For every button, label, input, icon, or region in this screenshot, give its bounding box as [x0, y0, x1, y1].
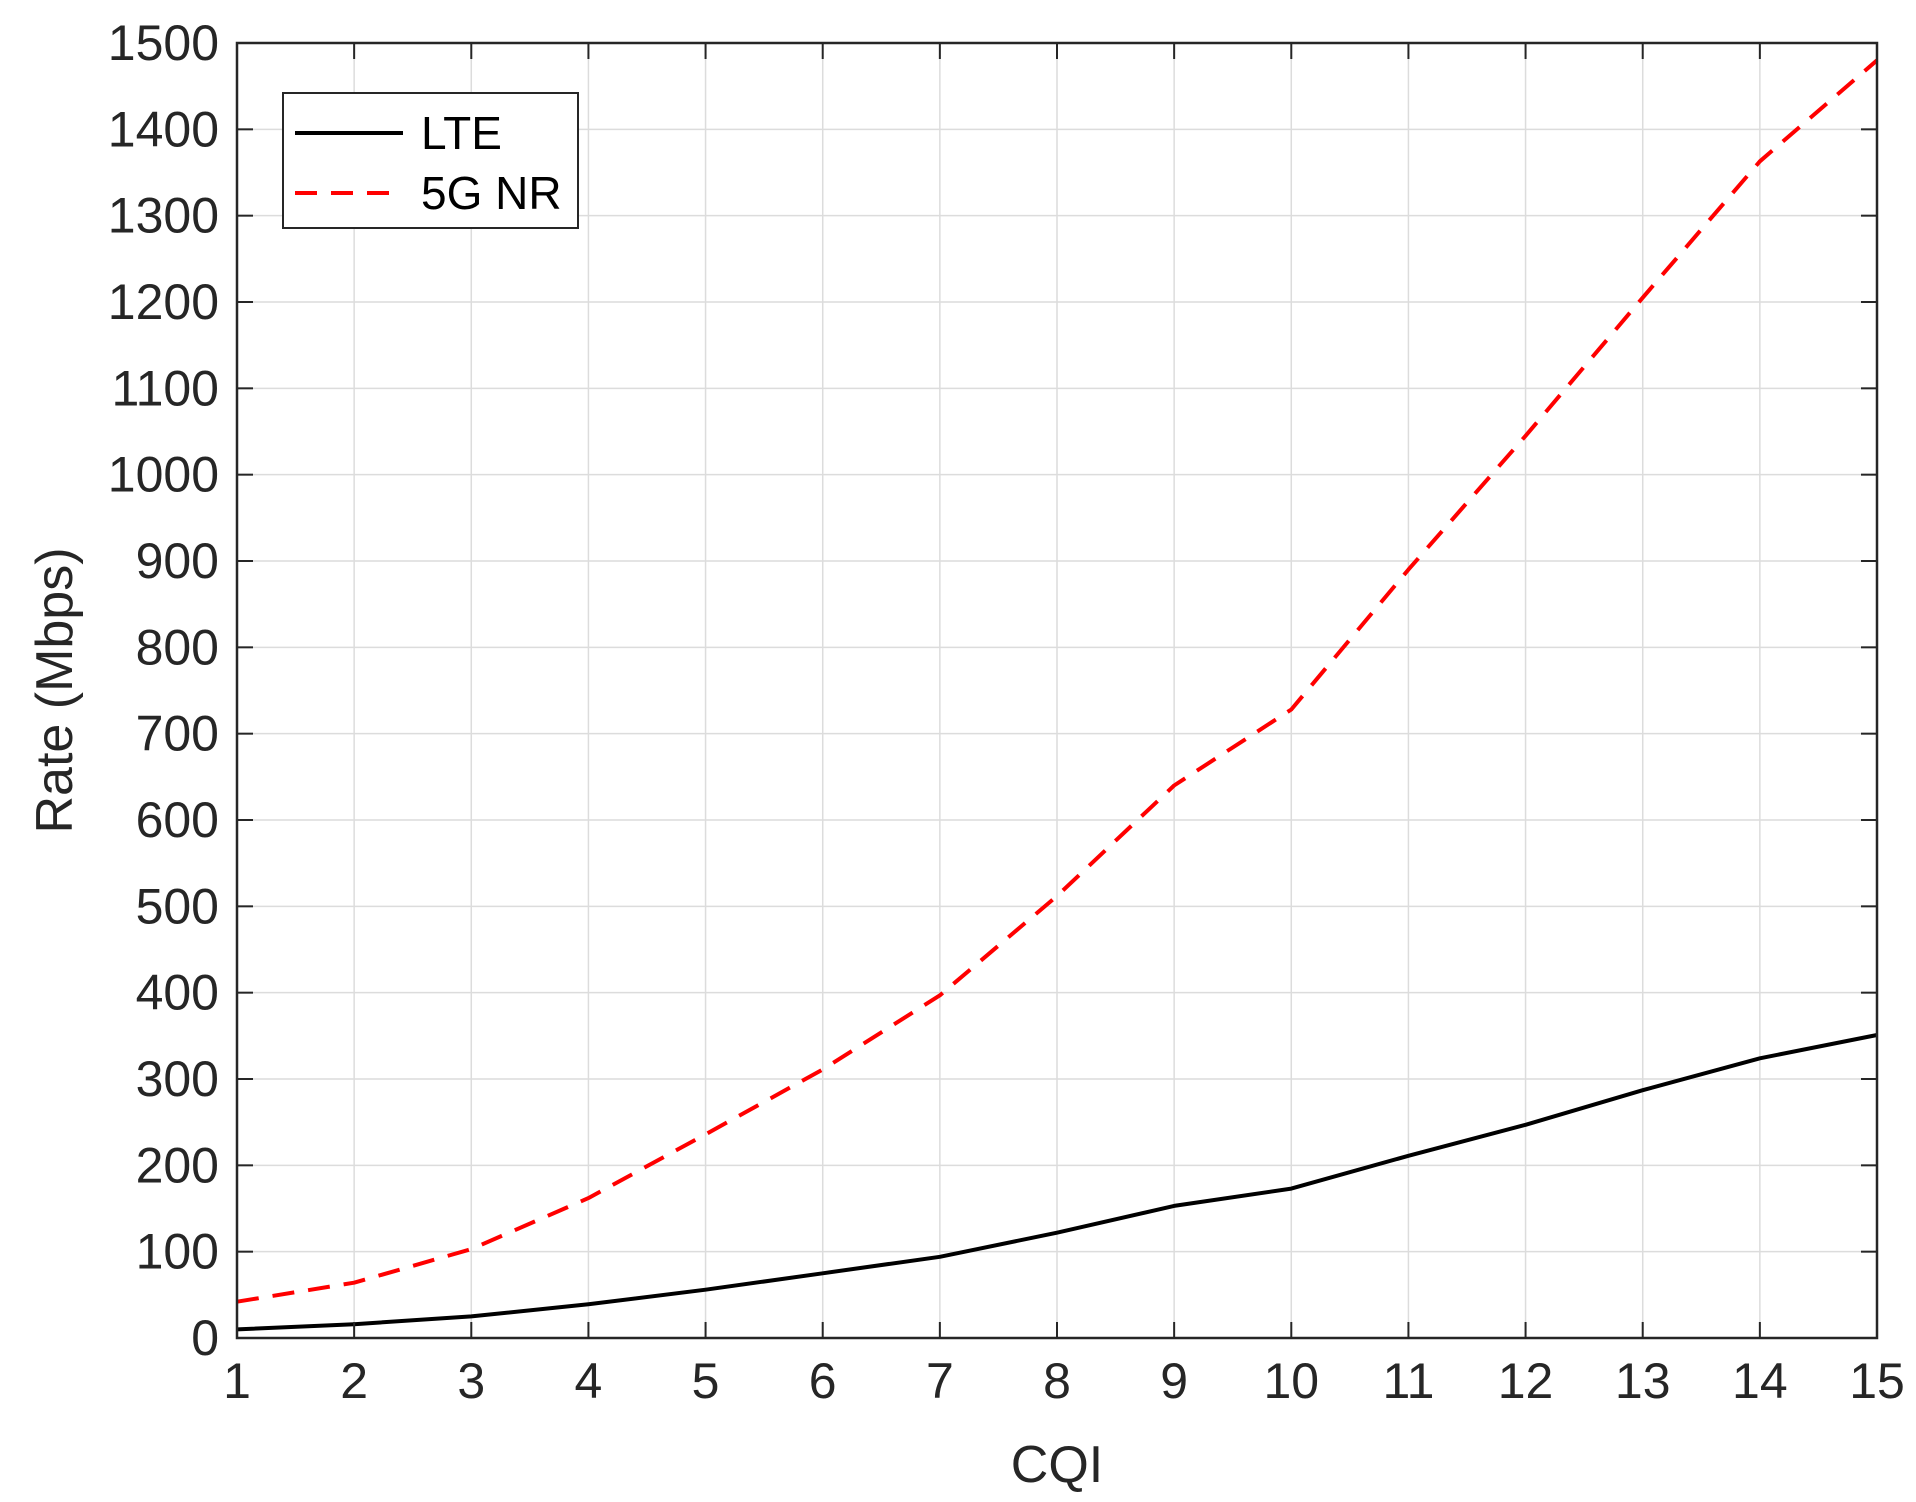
y-tick-label: 800	[136, 619, 219, 675]
y-tick-label: 900	[136, 533, 219, 589]
x-tick-label: 4	[575, 1353, 603, 1409]
series-line-5g-nr	[236, 58, 1879, 1304]
x-tick-label: 14	[1732, 1353, 1788, 1409]
y-tick-label: 700	[136, 706, 219, 762]
x-tick-label: 11	[1382, 1353, 1434, 1409]
x-tick-label: 1	[223, 1353, 251, 1409]
series-line-lte	[236, 1033, 1878, 1332]
axis-ticks: 1 2 3 4 5 6 7 8 9 10 11 12 13 14 150100200300400500600…	[108, 15, 1905, 1409]
y-tick-label: 1200	[108, 274, 219, 330]
x-tick-label: 5	[692, 1353, 720, 1409]
y-tick-label: 100	[136, 1224, 219, 1280]
x-tick-label: 13	[1615, 1353, 1671, 1409]
x-tick-label: 6	[809, 1353, 837, 1409]
x-tick-label: 12	[1498, 1353, 1554, 1409]
y-tick-label: 1100	[111, 360, 219, 416]
y-axis-title: Rate (Mbps)	[26, 547, 84, 833]
y-tick-label: 200	[136, 1137, 219, 1193]
y-tick-label: 500	[136, 878, 219, 934]
legend-label: 5G NR	[421, 167, 562, 219]
x-tick-label: 8	[1043, 1353, 1071, 1409]
y-tick-label: 400	[136, 965, 219, 1021]
x-tick-label: 2	[340, 1353, 368, 1409]
y-tick-label: 1000	[108, 447, 219, 503]
legend-label: LTE	[421, 107, 502, 159]
y-tick-label: 1400	[108, 101, 219, 157]
y-tick-label: 300	[136, 1051, 219, 1107]
legend: LTE 5G NR	[282, 92, 579, 229]
y-tick-label: 600	[136, 792, 219, 848]
grid-lines	[236, 42, 1878, 1339]
y-tick-label: 1300	[108, 188, 219, 244]
x-tick-label: 7	[926, 1353, 954, 1409]
y-tick-label: 1500	[108, 15, 219, 71]
x-tick-label: 15	[1849, 1353, 1905, 1409]
y-tick-label: 0	[191, 1310, 219, 1366]
x-axis-title: CQI	[1011, 1436, 1103, 1494]
x-tick-label: 3	[457, 1353, 485, 1409]
x-tick-label: 10	[1263, 1353, 1319, 1409]
x-tick-label: 9	[1160, 1353, 1188, 1409]
legend-box	[282, 92, 579, 229]
